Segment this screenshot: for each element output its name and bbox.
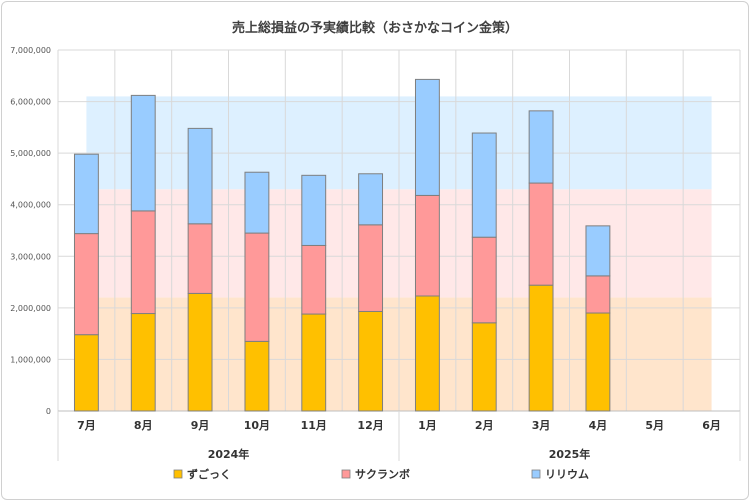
bar-0-9 xyxy=(585,312,611,412)
bar-2-1 xyxy=(130,94,156,212)
year-group-label: 2025年 xyxy=(549,447,591,461)
bar-2-8 xyxy=(528,110,554,184)
bar-2-4 xyxy=(301,174,327,246)
bar-2-2 xyxy=(187,127,213,225)
y-tick-label: 2,000,000 xyxy=(10,304,51,313)
legend-label: リリウム xyxy=(545,468,589,481)
x-tick-label: 7月 xyxy=(77,419,96,432)
bar-2-6 xyxy=(414,78,440,196)
bar-1-0 xyxy=(73,233,99,336)
x-tick-label: 12月 xyxy=(357,419,383,432)
bar-1-5 xyxy=(358,224,384,312)
bar-1-1 xyxy=(130,210,156,315)
year-group-label: 2024年 xyxy=(208,447,250,461)
x-tick-label: 10月 xyxy=(244,419,270,432)
legend-label: サクランボ xyxy=(355,467,410,481)
bar-1-8 xyxy=(528,182,554,286)
legend-swatch xyxy=(173,469,183,479)
bar-2-5 xyxy=(358,173,384,226)
x-tick-label: 2月 xyxy=(475,419,494,432)
bar-0-3 xyxy=(244,340,270,412)
y-tick-label: 4,000,000 xyxy=(10,201,51,210)
bar-1-9 xyxy=(585,275,611,314)
chart-title: 売上総損益の予実績比較（おさかなコイン金策） xyxy=(232,20,518,36)
bar-0-7 xyxy=(471,322,497,412)
bar-2-9 xyxy=(585,225,611,277)
x-tick-label: 4月 xyxy=(589,419,608,432)
bar-2-3 xyxy=(244,171,270,234)
bar-0-4 xyxy=(301,313,327,412)
bar-0-8 xyxy=(528,284,554,412)
bar-0-5 xyxy=(358,310,384,412)
legend-label: ずごっく xyxy=(187,467,231,481)
x-tick-label: 5月 xyxy=(645,419,664,432)
bar-0-0 xyxy=(73,334,99,412)
x-tick-label: 3月 xyxy=(532,419,551,432)
bar-0-6 xyxy=(414,295,440,412)
y-tick-label: 5,000,000 xyxy=(10,149,51,158)
bar-1-6 xyxy=(414,194,440,297)
legend-swatch xyxy=(341,469,351,479)
bar-2-7 xyxy=(471,132,497,238)
x-tick-label: 9月 xyxy=(191,419,210,432)
bar-2-0 xyxy=(73,153,99,235)
x-tick-label: 11月 xyxy=(301,419,327,432)
y-tick-label: 3,000,000 xyxy=(10,252,51,261)
x-tick-label: 8月 xyxy=(134,419,153,432)
bar-0-1 xyxy=(130,313,156,412)
y-tick-label: 6,000,000 xyxy=(10,98,51,107)
y-tick-label: 1,000,000 xyxy=(10,355,51,364)
y-tick-label: 7,000,000 xyxy=(10,46,51,55)
bar-1-2 xyxy=(187,223,213,294)
bar-1-7 xyxy=(471,236,497,324)
x-tick-label: 6月 xyxy=(702,419,721,432)
bar-1-3 xyxy=(244,232,270,342)
bar-0-2 xyxy=(187,292,213,412)
y-tick-label: 0 xyxy=(46,407,51,416)
legend-swatch xyxy=(531,469,541,479)
bar-1-4 xyxy=(301,244,327,315)
x-tick-label: 1月 xyxy=(418,419,437,432)
